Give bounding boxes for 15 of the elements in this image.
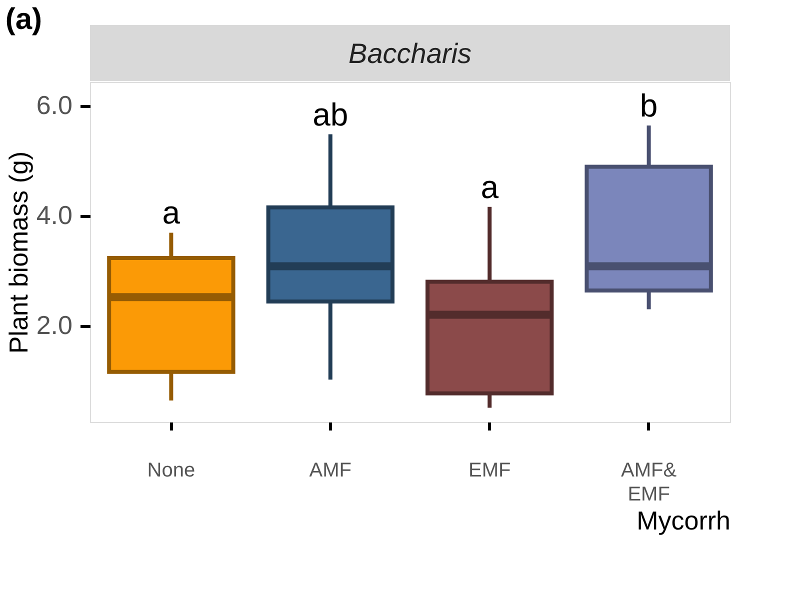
x-axis-title: Mycorrh (636, 506, 730, 536)
annotation: b (640, 87, 658, 124)
y-tick-label: 4.0 (36, 200, 72, 230)
text: (a) (5, 3, 42, 36)
x-tick-label: EMF (468, 460, 511, 482)
y-tick-label: 6.0 (36, 90, 72, 120)
x-tick-label: AMF& EMF (621, 460, 678, 506)
annotation: ab (312, 96, 348, 132)
annotation: a (162, 194, 180, 231)
x-tick-label: AMF (309, 460, 352, 482)
y-axis-title: Plant biomass (g) (3, 151, 34, 354)
chart-title: Baccharis (348, 38, 472, 69)
y-tick-label: 2.0 (36, 310, 72, 340)
annotation: a (480, 168, 499, 205)
x-tick-label: None (147, 460, 196, 482)
